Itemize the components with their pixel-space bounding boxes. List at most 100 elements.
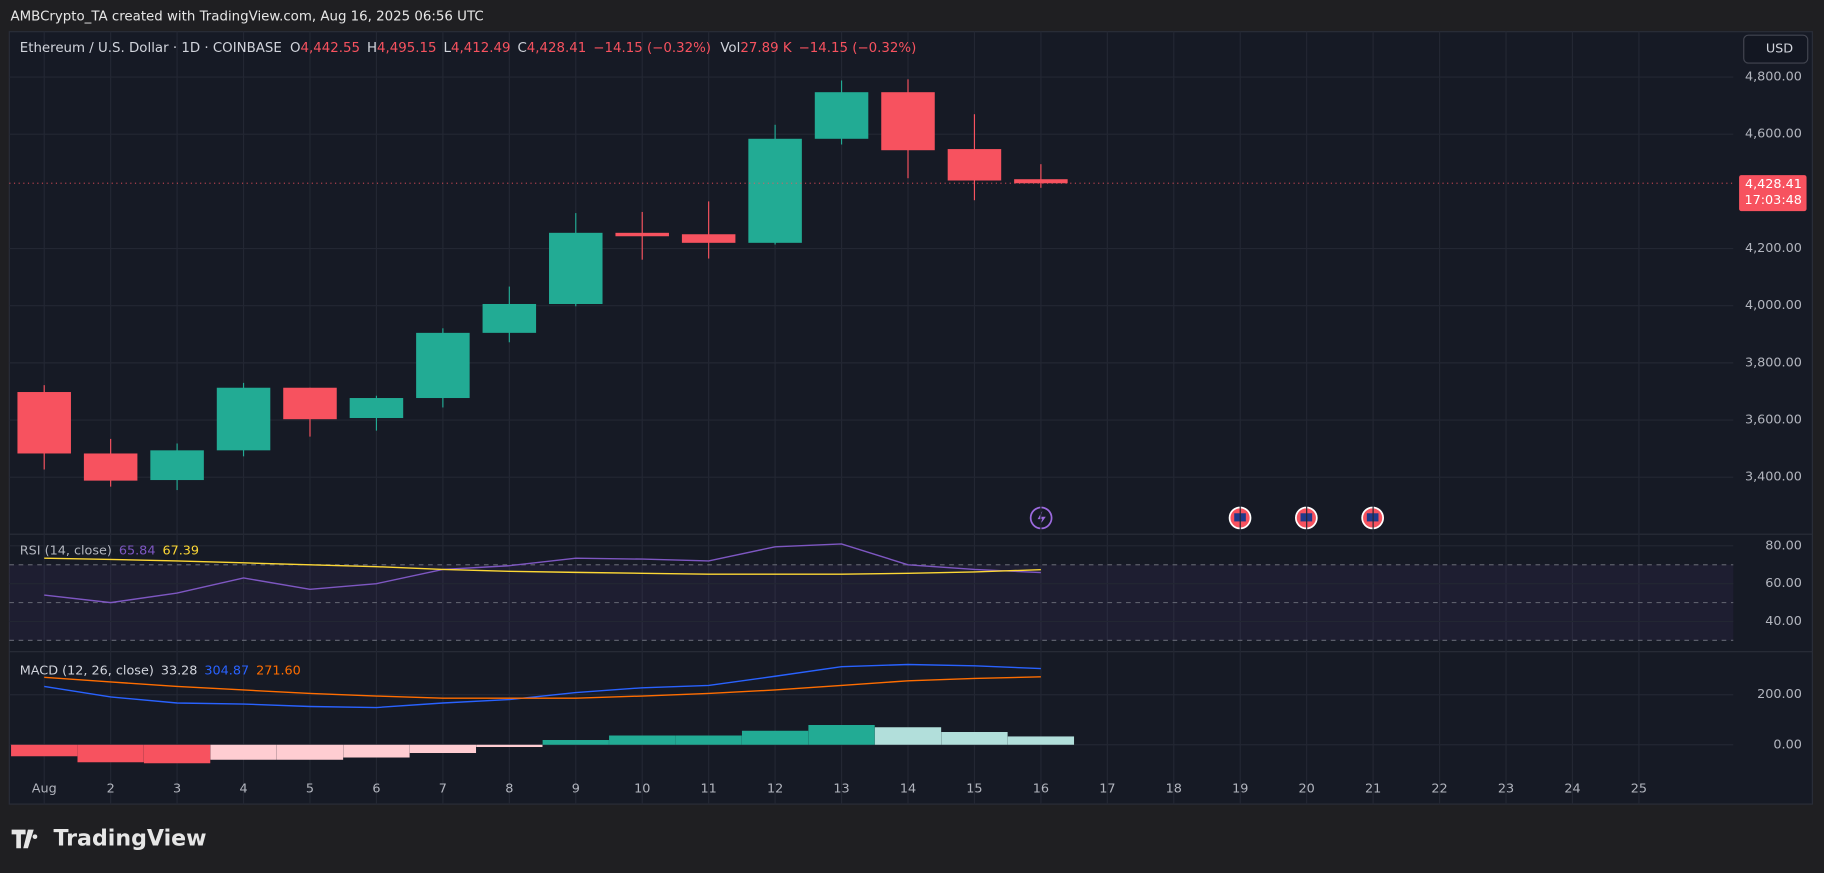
x-tick-label: 9 bbox=[572, 781, 580, 796]
candle-body bbox=[283, 387, 337, 420]
histogram-bar bbox=[941, 732, 1008, 745]
legend-value: 304.87 bbox=[204, 663, 249, 678]
histogram-bar bbox=[11, 744, 78, 757]
header-text: AMBCrypto_TA created with TradingView.co… bbox=[10, 10, 483, 25]
series-line bbox=[44, 663, 1041, 709]
x-tick-label: 18 bbox=[1166, 781, 1182, 796]
last-price-countdown: 17:03:48 bbox=[1744, 193, 1801, 208]
event-icon-bolt bbox=[1037, 510, 1046, 525]
candle-body bbox=[482, 303, 537, 333]
x-tick-label: 25 bbox=[1631, 781, 1647, 796]
histogram-bar bbox=[409, 744, 477, 754]
x-tick-label: 10 bbox=[634, 781, 650, 796]
y-tick-label: 0.00 bbox=[1773, 737, 1801, 752]
y-tick-label: 200.00 bbox=[1757, 687, 1802, 702]
ohlc-value: 4,495.15 bbox=[377, 41, 437, 56]
x-tick-label: 24 bbox=[1564, 781, 1580, 796]
last-price-label: 4,428.41 bbox=[1745, 177, 1802, 192]
y-tick-label: 3,800.00 bbox=[1745, 355, 1802, 370]
x-tick-label: Aug bbox=[32, 781, 57, 796]
y-tick-label: 3,400.00 bbox=[1745, 470, 1802, 485]
histogram-bar bbox=[1007, 736, 1075, 745]
histogram-bar bbox=[143, 744, 211, 764]
x-tick-label: 5 bbox=[306, 781, 314, 796]
ohlc-key: C bbox=[517, 41, 526, 56]
indicator-legend: MACD (12, 26, close) 33.28 304.87 271.60 bbox=[20, 663, 301, 678]
currency-label[interactable]: USD bbox=[1766, 42, 1793, 57]
series-line bbox=[44, 557, 1041, 575]
volume-change: −14.15 (−0.32%) bbox=[799, 41, 917, 56]
candle-body bbox=[814, 92, 869, 139]
indicator-legend: RSI (14, close) 65.84 67.39 bbox=[20, 543, 199, 558]
x-tick-label: 17 bbox=[1099, 781, 1115, 796]
volume-key: Vol bbox=[720, 41, 740, 56]
histogram-bar bbox=[609, 735, 676, 745]
y-tick-label: 60.00 bbox=[1765, 576, 1802, 591]
x-tick-label: 19 bbox=[1232, 781, 1248, 796]
histogram-bar bbox=[675, 735, 742, 745]
candle-body bbox=[748, 138, 802, 243]
candle-body bbox=[349, 398, 404, 419]
x-tick-label: 3 bbox=[173, 781, 181, 796]
symbol-legend: Ethereum / U.S. Dollar · 1D · COINBASE O 4… bbox=[20, 41, 917, 56]
volume-value: 27.89 K bbox=[740, 41, 792, 56]
currency-button[interactable] bbox=[1743, 34, 1809, 64]
x-tick-label: 12 bbox=[767, 781, 783, 796]
x-tick-label: 21 bbox=[1365, 781, 1381, 796]
candle-body bbox=[681, 234, 736, 243]
ohlc-key: O bbox=[290, 41, 301, 56]
histogram-bar bbox=[874, 727, 942, 745]
ohlc-key: H bbox=[367, 41, 377, 56]
logo-text: TradingView bbox=[54, 825, 207, 851]
change: −14.15 (−0.32%) bbox=[593, 41, 711, 56]
candle-body bbox=[150, 450, 204, 481]
candle-body bbox=[216, 387, 271, 451]
candle-body bbox=[1014, 179, 1068, 184]
x-tick-label: 13 bbox=[833, 781, 849, 796]
y-tick-label: 4,000.00 bbox=[1745, 298, 1802, 313]
ohlc-value: 4,412.49 bbox=[451, 41, 511, 56]
legend-value: 67.39 bbox=[162, 543, 199, 558]
x-tick-label: 2 bbox=[107, 781, 115, 796]
y-tick-label: 4,200.00 bbox=[1745, 241, 1802, 256]
x-tick-label: 20 bbox=[1299, 781, 1315, 796]
x-tick-label: 16 bbox=[1033, 781, 1049, 796]
histogram-bar bbox=[542, 740, 609, 745]
ohlc-key: L bbox=[444, 41, 452, 56]
y-tick-label: 80.00 bbox=[1765, 538, 1802, 553]
indicator-title: RSI (14, close) bbox=[20, 543, 112, 558]
histogram-bar bbox=[741, 730, 809, 745]
y-tick-label: 4,800.00 bbox=[1745, 70, 1802, 85]
series-line bbox=[44, 543, 1041, 604]
y-tick-label: 40.00 bbox=[1765, 614, 1802, 629]
candle-body bbox=[83, 453, 138, 481]
symbol-title: Ethereum / U.S. Dollar · 1D · COINBASE bbox=[20, 41, 282, 56]
x-tick-label: 22 bbox=[1431, 781, 1447, 796]
x-tick-label: 23 bbox=[1498, 781, 1514, 796]
candle-body bbox=[416, 332, 470, 399]
candle-body bbox=[881, 92, 935, 151]
candle-body bbox=[17, 392, 71, 454]
legend-value: 33.28 bbox=[161, 663, 198, 678]
legend-value: 65.84 bbox=[119, 543, 156, 558]
x-tick-label: 7 bbox=[439, 781, 447, 796]
histogram-bar bbox=[210, 744, 277, 760]
histogram-bar bbox=[476, 744, 543, 748]
x-tick-label: 14 bbox=[900, 781, 916, 796]
x-tick-label: 15 bbox=[966, 781, 982, 796]
legend-value: 271.60 bbox=[256, 663, 301, 678]
logo-mark bbox=[11, 829, 38, 849]
histogram-bar bbox=[276, 744, 344, 760]
logo: TradingView bbox=[11, 825, 207, 851]
histogram-bar bbox=[77, 744, 144, 763]
candle-body bbox=[549, 232, 603, 304]
x-tick-label: 6 bbox=[372, 781, 380, 796]
y-tick-label: 4,600.00 bbox=[1745, 127, 1802, 142]
histogram-bar bbox=[808, 725, 875, 745]
series-line bbox=[44, 676, 1041, 699]
histogram-bar bbox=[343, 744, 410, 758]
x-tick-label: 4 bbox=[239, 781, 247, 796]
candle-body bbox=[615, 232, 669, 237]
candle-body bbox=[947, 149, 1002, 181]
